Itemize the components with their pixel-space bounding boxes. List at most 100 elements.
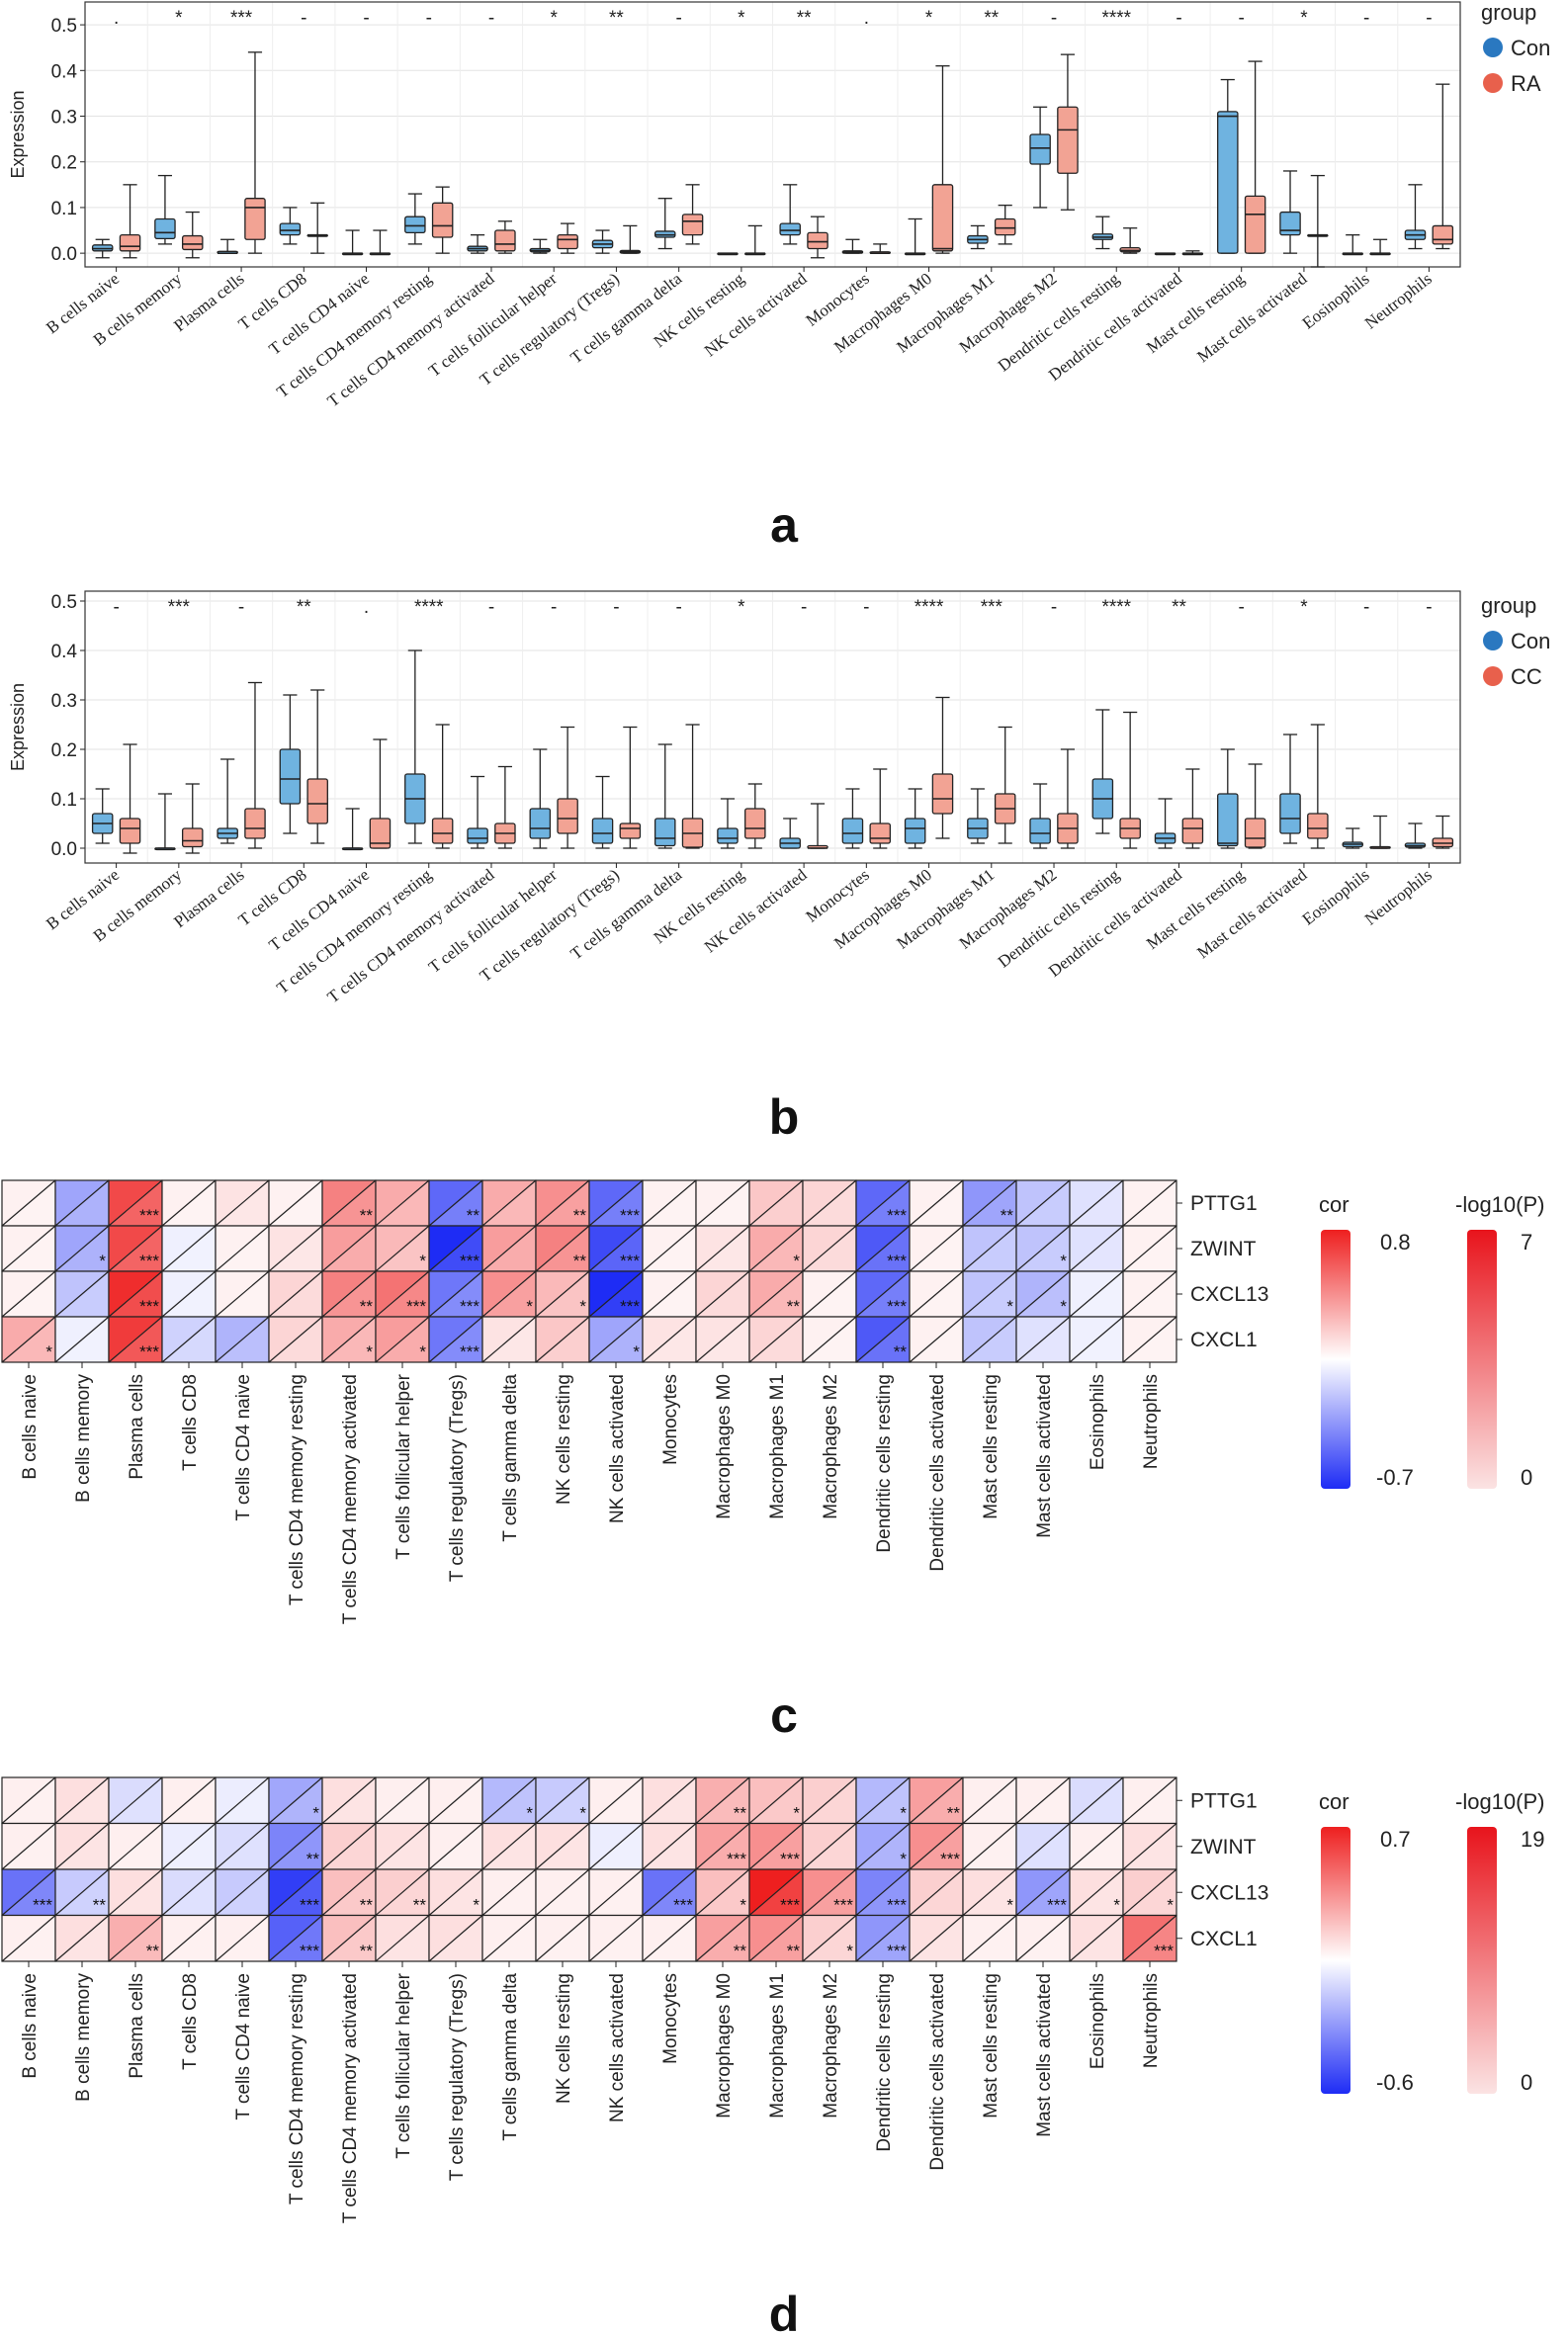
cell-diagonal <box>962 1776 1017 1824</box>
cell-significance: *** <box>887 1942 907 1960</box>
column-label: T cells CD8 <box>180 1374 201 1471</box>
box-Con <box>1279 211 1301 236</box>
box-CC <box>1307 813 1329 839</box>
cell-diagonal <box>1 1915 56 1962</box>
significance-label: . <box>864 8 869 29</box>
column-label: Mast cells resting <box>981 1973 1002 2119</box>
significance-label: - <box>1426 8 1432 29</box>
significance-label: - <box>363 8 369 29</box>
cell-significance: * <box>1060 1297 1067 1316</box>
significance-label: - <box>426 8 432 29</box>
x-tick-label: Plasma cells <box>170 269 247 335</box>
box-Con <box>404 216 426 233</box>
cell-diagonal <box>642 1915 697 1962</box>
box-Con <box>279 748 302 805</box>
cell-diagonal <box>375 1915 430 1962</box>
cell-diagonal <box>535 1868 590 1916</box>
cell-diagonal <box>1 1270 56 1318</box>
significance-label: - <box>1426 597 1432 618</box>
cell-significance: ** <box>360 1942 374 1960</box>
box-CC <box>1244 818 1266 848</box>
cell-diagonal <box>215 1225 270 1272</box>
significance-label: - <box>863 597 869 618</box>
box-RA <box>181 234 204 251</box>
cell-significance: ** <box>360 1896 374 1915</box>
box-Con <box>653 818 676 847</box>
cell-diagonal <box>161 1179 217 1227</box>
cell-diagonal <box>855 1179 911 1227</box>
panel-c-heatmap: *** ** ** ** *** *** **PTTG1* *** * *** ** *** * *** *… <box>1 1179 1544 1624</box>
cell-significance: ** <box>734 1942 747 1960</box>
box-Con <box>1217 111 1239 254</box>
cell-diagonal <box>54 1179 110 1227</box>
cell-diagonal <box>1069 1868 1124 1916</box>
box-RA <box>431 202 454 238</box>
plot-frame <box>84 1 1461 268</box>
cor-legend-title: cor <box>1319 1789 1350 1814</box>
cell-significance: *** <box>1154 1942 1174 1960</box>
cell-significance: *** <box>620 1252 640 1270</box>
column-label: Macrophages M2 <box>821 1973 841 2119</box>
cell-diagonal <box>108 1270 163 1318</box>
box-Con <box>717 827 739 844</box>
cell-significance: * <box>1060 1252 1067 1270</box>
cell-significance: *** <box>727 1850 746 1868</box>
significance-label: * <box>1300 597 1308 618</box>
significance-label: *** <box>230 8 253 29</box>
column-label: Macrophages M1 <box>767 1973 788 2119</box>
cell-significance: *** <box>940 1850 960 1868</box>
cell-diagonal <box>375 1316 430 1363</box>
y-tick-label: 0.1 <box>51 790 77 811</box>
column-label: Neutrophils <box>1141 1973 1162 2068</box>
cell-diagonal <box>1015 1823 1071 1870</box>
cell-diagonal <box>161 1225 217 1272</box>
box-RA <box>807 231 828 250</box>
cor-legend-max: 0.8 <box>1380 1230 1411 1254</box>
cell-significance: *** <box>139 1206 159 1225</box>
cell-diagonal <box>268 1868 323 1916</box>
significance-label: - <box>1239 597 1245 618</box>
significance-label: - <box>113 597 119 618</box>
cell-diagonal <box>802 1179 857 1227</box>
cell-significance: * <box>1006 1297 1013 1316</box>
cell-diagonal <box>588 1316 644 1363</box>
cell-diagonal <box>588 1915 644 1962</box>
cell-significance: ** <box>413 1896 427 1915</box>
significance-label: **** <box>414 597 444 618</box>
cell-diagonal <box>1 1868 56 1916</box>
cell-diagonal <box>481 1776 537 1824</box>
cell-diagonal <box>481 1868 537 1916</box>
p-legend-max: 7 <box>1521 1230 1532 1254</box>
cell-diagonal <box>909 1823 964 1870</box>
cell-diagonal <box>321 1225 377 1272</box>
column-label: Mast cells activated <box>1034 1973 1055 2137</box>
significance-label: - <box>488 8 494 29</box>
cell-diagonal <box>748 1316 804 1363</box>
significance-label: - <box>488 597 494 618</box>
cell-diagonal <box>108 1915 163 1962</box>
cell-diagonal <box>268 1823 323 1870</box>
cor-legend-min: -0.7 <box>1376 1465 1414 1490</box>
cell-diagonal <box>1122 1270 1177 1318</box>
y-tick-label: 0.0 <box>51 839 77 860</box>
cell-diagonal <box>855 1868 911 1916</box>
plot-frame <box>84 590 1461 864</box>
box-RA <box>1432 224 1454 245</box>
cor-colorbar <box>1321 1827 1350 2094</box>
x-tick-label: Neutrophils <box>1361 865 1436 928</box>
column-label: T cells CD4 memory resting <box>287 1374 307 1605</box>
cell-diagonal <box>855 1270 911 1318</box>
cell-diagonal <box>54 1915 110 1962</box>
cell-diagonal <box>802 1225 857 1272</box>
cell-diagonal <box>268 1915 323 1962</box>
column-label: T cells follicular helper <box>393 1373 414 1559</box>
cell-diagonal <box>428 1179 483 1227</box>
x-tick-label: Mast cells activated <box>1193 865 1310 962</box>
cell-diagonal <box>268 1316 323 1363</box>
cell-significance: * <box>419 1342 426 1361</box>
cell-significance: ** <box>146 1942 160 1960</box>
cell-diagonal <box>695 1823 750 1870</box>
cell-significance: * <box>846 1942 853 1960</box>
y-tick-label: 0.2 <box>51 153 77 174</box>
